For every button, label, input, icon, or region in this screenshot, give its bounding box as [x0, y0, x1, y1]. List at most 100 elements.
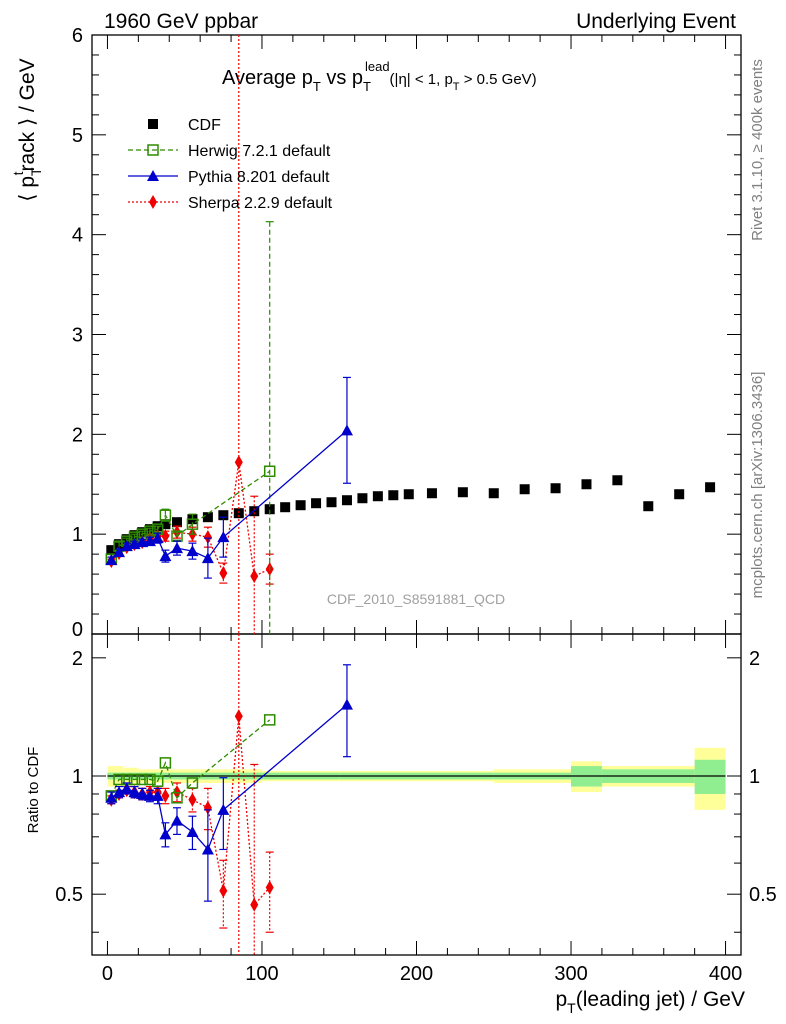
data-point	[203, 800, 212, 815]
data-point	[186, 777, 199, 789]
data-point	[295, 500, 306, 511]
data-point	[488, 488, 499, 499]
data-point	[217, 531, 230, 543]
data-point	[340, 698, 353, 710]
legend-marker	[147, 170, 159, 181]
analysis-watermark: CDF_2010_S8591881_QCD	[327, 591, 505, 607]
data-point	[519, 484, 530, 495]
data-point	[143, 789, 156, 801]
data-point	[340, 424, 353, 436]
y-tick-label: 0	[72, 619, 83, 641]
ratio-series-pythia	[105, 664, 353, 902]
header-left: 1960 GeV ppbar	[104, 10, 258, 33]
main-title: Average pT vs pTlead(|η| < 1, pT > 0.5 G…	[222, 59, 537, 94]
data-point	[159, 828, 172, 840]
data-point	[159, 550, 172, 562]
rivet-label: Rivet 3.1.10, ≥ 400k events	[749, 59, 766, 241]
main-series-herwig	[105, 221, 276, 634]
y-tick-label: 1	[72, 524, 83, 546]
data-point	[128, 786, 141, 798]
legend-entry-herwig: Herwig 7.2.1 default	[128, 143, 331, 160]
ratio-y-tick-label-right: 2	[749, 648, 760, 670]
data-point	[171, 517, 182, 528]
legend-label: Herwig 7.2.1 default	[188, 143, 331, 160]
data-point	[151, 532, 164, 544]
data-point	[113, 786, 126, 798]
data-point	[171, 792, 183, 804]
data-point	[128, 773, 141, 786]
legend: CDF Herwig 7.2.1 default Pythia 8.201 defa…	[128, 117, 333, 212]
data-point	[263, 465, 276, 478]
data-point	[144, 773, 156, 786]
data-point	[311, 498, 322, 509]
data-point	[643, 501, 654, 512]
y-tick-label: 5	[72, 125, 83, 147]
ratio-ylabel: Ratio to CDF	[25, 747, 42, 834]
data-point	[372, 491, 383, 502]
main-series-pythia	[105, 376, 353, 579]
data-point	[341, 495, 352, 506]
header-right: Underlying Event	[576, 10, 736, 33]
legend-entry-pythia: Pythia 8.201 default	[128, 169, 330, 186]
data-point	[426, 488, 437, 499]
data-point	[674, 489, 685, 500]
series-line	[110, 470, 271, 560]
legend-marker	[148, 119, 158, 129]
data-point	[202, 512, 213, 523]
data-point	[581, 479, 592, 490]
data-point	[106, 545, 117, 556]
data-point	[186, 518, 199, 530]
legend-entry-cdf: CDF	[148, 117, 221, 134]
ratio-y-tick-label: 1	[72, 766, 83, 788]
data-point	[136, 773, 148, 786]
legend-marker	[149, 195, 157, 209]
data-point	[264, 504, 275, 515]
legend-label: CDF	[188, 117, 221, 134]
data-point	[113, 773, 125, 786]
data-point	[705, 482, 716, 493]
axes: 0 100 200 300 400 0 1 2 3 4 5 6 0.5 0.5 1 1 2 2	[55, 25, 777, 985]
main-series-cdf	[106, 475, 716, 556]
data-point	[159, 509, 172, 521]
data-point	[105, 554, 118, 566]
x-tick-label: 100	[245, 963, 278, 985]
ratio-y-tick-label: 0.5	[55, 884, 83, 906]
data-point	[186, 545, 199, 557]
ratio-uncertainty-band	[107, 747, 726, 810]
data-point	[203, 530, 212, 545]
data-point	[143, 535, 156, 547]
data-point	[201, 843, 214, 855]
data-point	[280, 502, 291, 513]
data-point	[186, 826, 199, 838]
x-tick-label: 400	[709, 963, 742, 985]
y-tick-label: 2	[72, 424, 83, 446]
legend-label: Sherpa 2.2.9 default	[188, 195, 333, 212]
data-point	[234, 709, 243, 724]
data-point	[357, 493, 368, 504]
data-point	[263, 714, 276, 726]
data-point	[218, 510, 229, 521]
x-tick-label: 0	[102, 963, 113, 985]
legend-label: Pythia 8.201 default	[188, 169, 330, 186]
x-tick-label: 300	[554, 963, 587, 985]
data-point	[550, 483, 561, 494]
data-point	[234, 455, 243, 470]
data-point	[105, 791, 118, 803]
data-point	[326, 497, 337, 508]
data-point	[113, 546, 126, 558]
ratio-frame	[91, 633, 742, 956]
data-point	[265, 880, 274, 895]
data-point	[233, 508, 244, 519]
data-series	[105, 35, 716, 955]
data-point	[612, 475, 623, 486]
data-point	[151, 789, 164, 801]
data-point	[457, 487, 468, 498]
data-point	[170, 542, 183, 554]
data-point	[250, 569, 259, 584]
data-point	[170, 814, 183, 826]
ratio-y-tick-label-right: 0.5	[749, 884, 777, 906]
data-point	[219, 566, 228, 581]
band-inner	[694, 759, 726, 794]
data-point	[403, 489, 414, 500]
